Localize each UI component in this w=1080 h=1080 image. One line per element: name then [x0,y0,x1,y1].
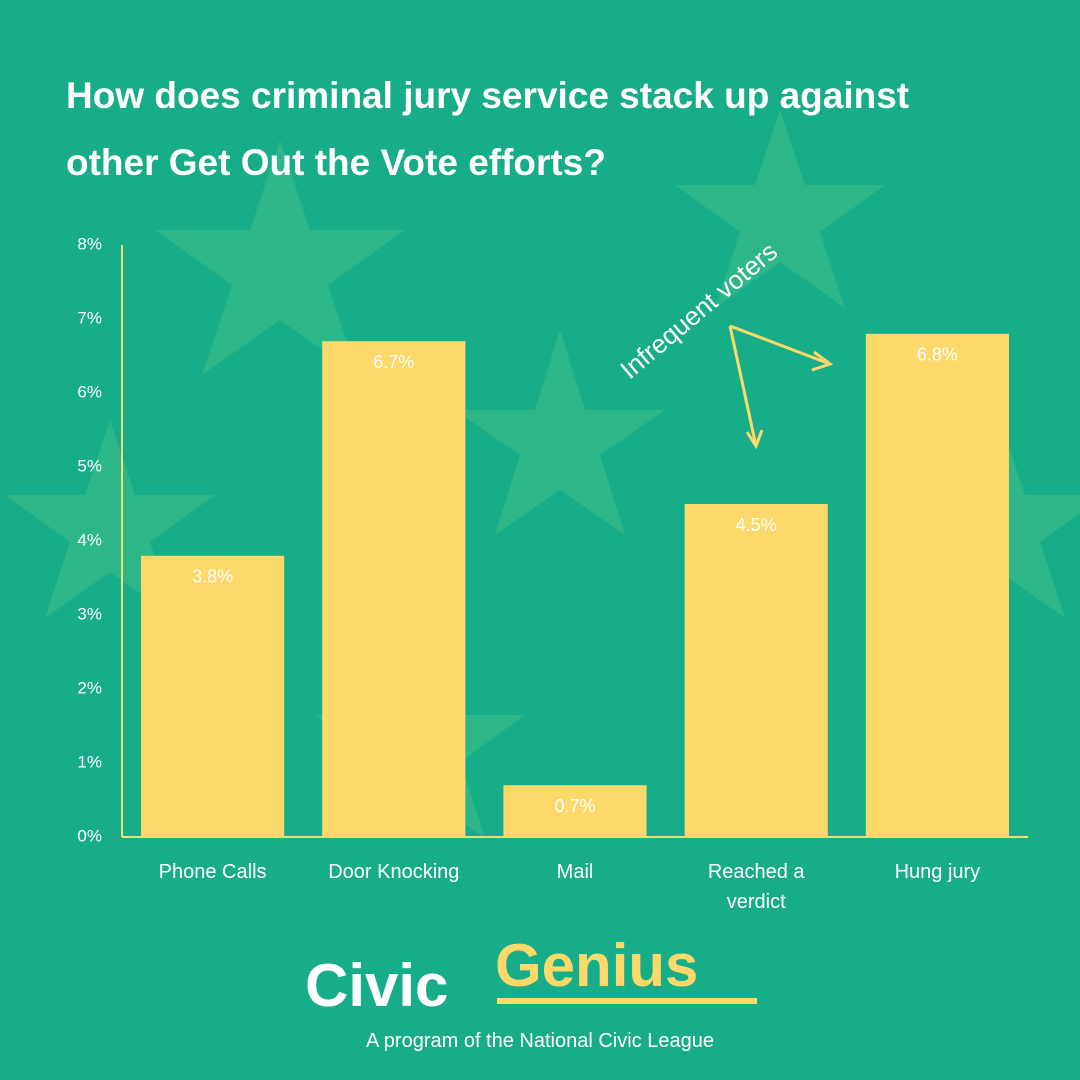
y-tick-label: 2% [77,678,102,697]
value-label: 6.8% [917,345,958,365]
y-tick-label: 0% [77,826,102,845]
x-tick-label: Door Knocking [328,861,460,883]
y-tick-label: 3% [77,604,102,623]
annotation: Infrequent voters [614,236,783,384]
x-tick-label: Phone Calls [158,861,267,883]
logo-genius: Genius [495,932,698,999]
tagline: A program of the National Civic League [366,1030,714,1052]
x-tick-label: Mail [556,861,594,883]
value-label: 4.5% [736,515,777,535]
value-label: 0.7% [554,796,595,816]
chart-title: How does criminal jury service stack up … [66,75,910,183]
bar [322,341,466,837]
y-tick-label: 7% [77,308,102,327]
annotation-arrows [728,324,834,450]
logo-underline [497,998,757,1004]
bar [684,504,828,837]
y-tick-label: 5% [77,456,102,475]
value-label: 3.8% [192,567,233,587]
logo-civic: Civic [305,952,448,1019]
value-label: 6.7% [373,352,414,372]
y-tick-label: 1% [77,752,102,771]
y-tick-label: 6% [77,382,102,401]
bar [865,333,1009,837]
x-tick-label: Hung jury [894,861,981,883]
y-tick-label: 4% [77,530,102,549]
y-tick-label: 8% [77,234,102,253]
bar [503,785,647,837]
bar [141,555,285,837]
x-tick-label: Reached a verdict [707,861,805,913]
